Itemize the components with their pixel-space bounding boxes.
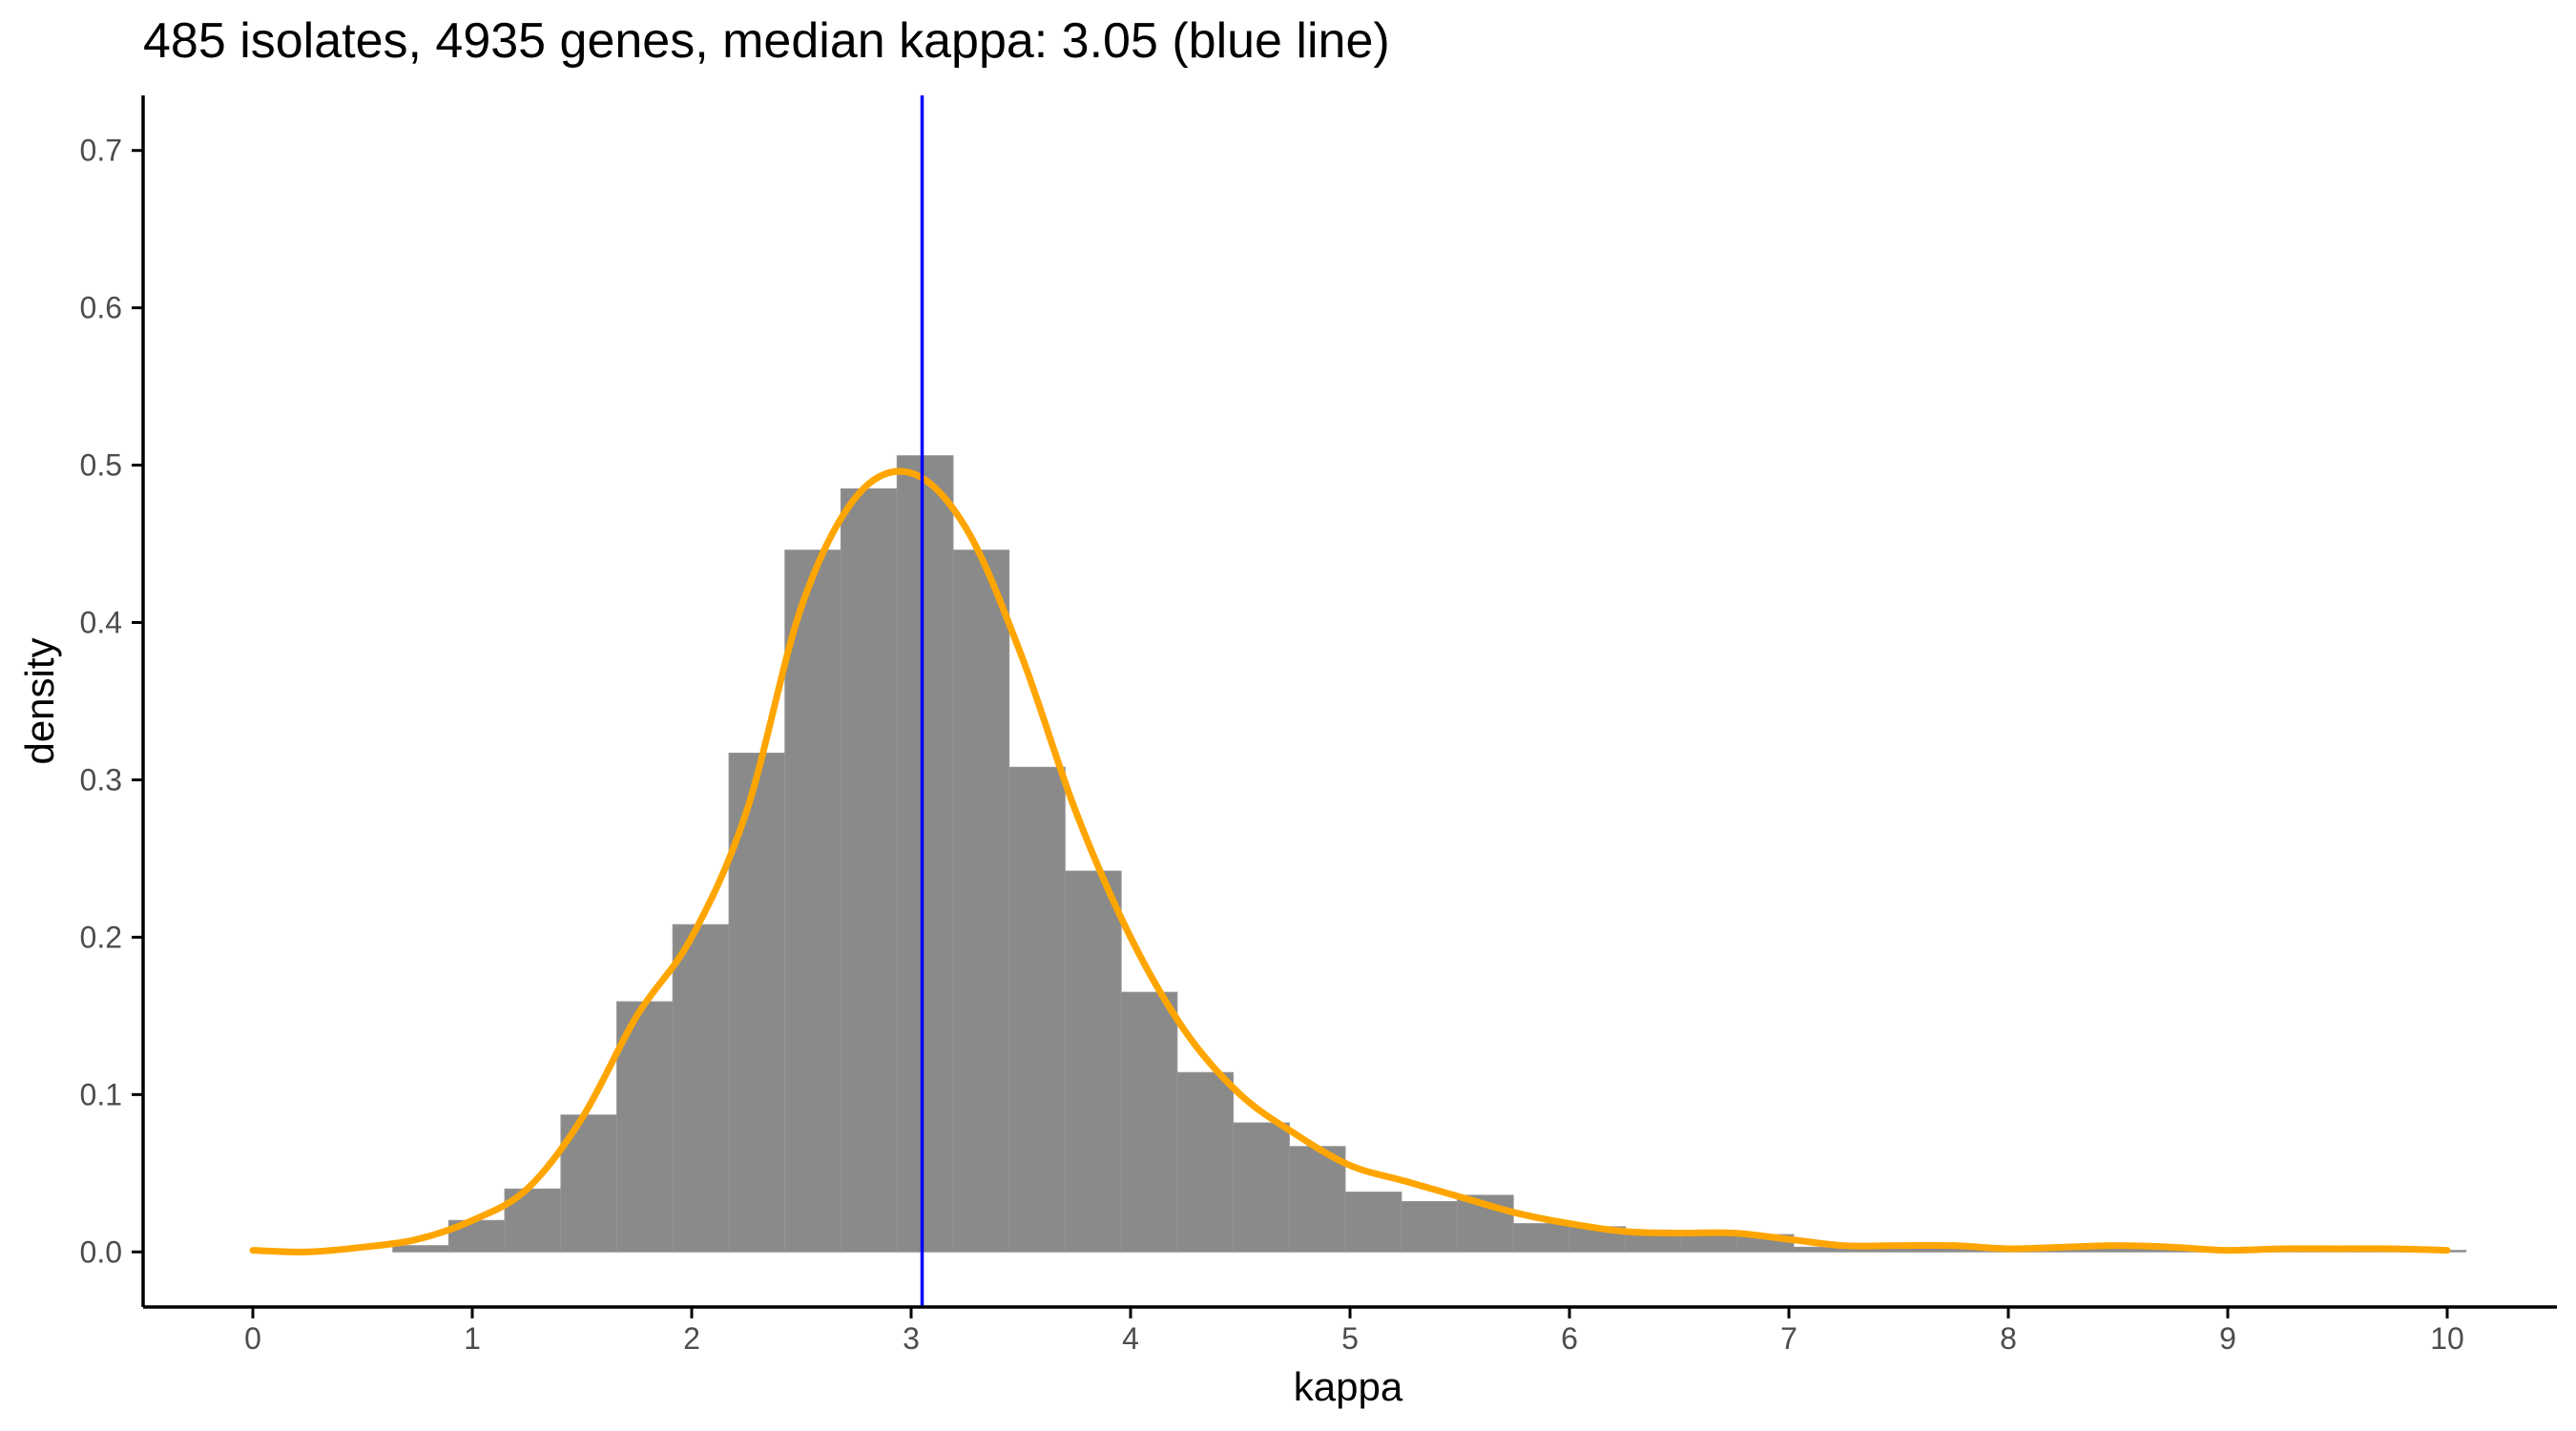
y-tick-label: 0.2	[80, 920, 122, 954]
histogram-bar	[392, 1245, 449, 1253]
chart-title: 485 isolates, 4935 genes, median kappa: …	[143, 13, 1390, 69]
x-tick-label: 10	[2430, 1321, 2464, 1356]
x-axis-label: kappa	[1294, 1364, 1403, 1409]
x-tick-label: 9	[2219, 1321, 2236, 1356]
x-tick-label: 7	[1780, 1321, 1797, 1356]
histogram-bar	[616, 1001, 674, 1253]
y-tick-label: 0.5	[80, 448, 122, 483]
y-tick-label: 0.1	[80, 1077, 122, 1111]
axes-layer: 0 1 2 3 4 5 6 7 8 9 10 0.0 0.1 0.2 0.3 0.4 0.5 0.6 0.7	[80, 95, 2557, 1356]
y-tick-label: 0.3	[80, 762, 122, 797]
x-tick-label: 6	[1561, 1321, 1578, 1356]
x-tick-label: 4	[1122, 1321, 1139, 1356]
x-tick-label: 1	[464, 1321, 481, 1356]
y-tick-label: 0.0	[80, 1234, 122, 1269]
histogram-bar	[672, 923, 730, 1253]
x-tick-label: 8	[2000, 1321, 2017, 1356]
histogram-bar	[1120, 991, 1178, 1253]
y-tick-label: 0.6	[80, 291, 122, 325]
histogram-bar	[896, 455, 954, 1253]
histogram-bar	[1401, 1200, 1459, 1253]
histogram-bar	[1233, 1122, 1290, 1253]
x-tick-label: 3	[903, 1321, 920, 1356]
histogram-bar	[1344, 1192, 1402, 1253]
x-tick-label: 0	[244, 1321, 261, 1356]
histogram-bar	[1064, 870, 1122, 1253]
x-tick-label: 5	[1341, 1321, 1359, 1356]
histogram-bar	[840, 487, 898, 1253]
y-tick-label: 0.4	[80, 606, 122, 640]
histogram-bar	[1288, 1146, 1346, 1253]
bars-layer	[392, 455, 2467, 1253]
density-curve-line	[249, 467, 2451, 1255]
histogram-bar	[784, 550, 841, 1253]
x-tick-label: 2	[683, 1321, 700, 1356]
y-axis-label: density	[17, 637, 62, 764]
density-curve-layer	[249, 467, 2451, 1255]
histogram-bar	[952, 550, 1010, 1253]
histogram-bar	[1008, 766, 1066, 1253]
y-tick-label: 0.7	[80, 134, 122, 168]
histogram-bar	[1512, 1223, 1570, 1253]
histogram-bar	[1176, 1071, 1234, 1253]
